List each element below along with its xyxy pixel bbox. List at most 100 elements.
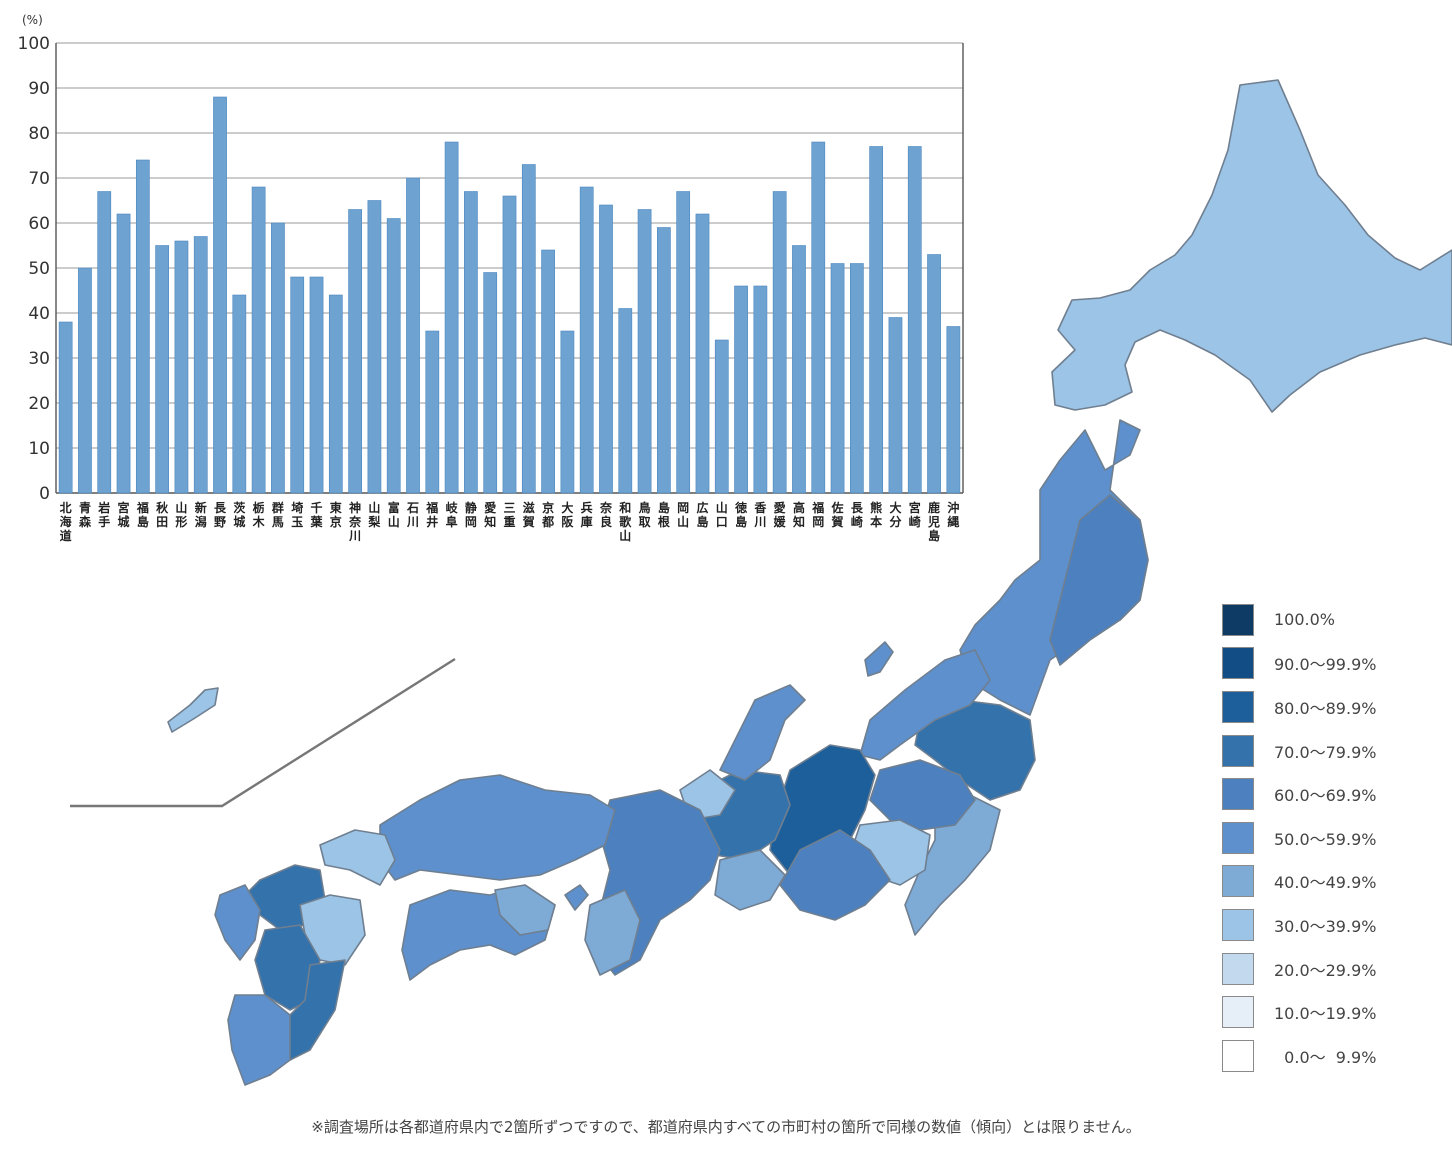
legend-swatch bbox=[1222, 952, 1254, 985]
x-category-label: 香川 bbox=[753, 500, 766, 529]
region-kagoshima bbox=[227, 994, 291, 1086]
bar bbox=[753, 285, 768, 494]
x-category-label: 滋賀 bbox=[522, 500, 535, 529]
x-category-label: 埼玉 bbox=[291, 500, 303, 529]
y-tick-label: 60 bbox=[28, 214, 50, 234]
x-category-label: 山口 bbox=[716, 500, 728, 529]
bar bbox=[676, 191, 691, 494]
legend-swatch bbox=[1222, 996, 1254, 1029]
x-category-label: 神奈川 bbox=[348, 500, 362, 543]
x-category-label: 鹿児島 bbox=[927, 500, 940, 543]
legend-label: 80.0～89.9% bbox=[1274, 698, 1377, 718]
y-tick-label: 30 bbox=[28, 349, 50, 369]
bar bbox=[271, 222, 285, 494]
x-category-label: 富山 bbox=[388, 500, 400, 529]
x-category-label: 京都 bbox=[541, 500, 554, 529]
bar bbox=[78, 267, 92, 494]
bar bbox=[792, 245, 806, 494]
legend-label: 70.0～79.9% bbox=[1274, 742, 1377, 762]
legend-item: 100.0% bbox=[1222, 598, 1376, 642]
bar bbox=[502, 195, 517, 494]
footnote: ※調査場所は各都道府県内で2箇所ずつですので、都道府県内すべての市町村の箇所で同… bbox=[311, 1118, 1141, 1136]
legend-item: 30.0～39.9% bbox=[1222, 903, 1376, 947]
legend-label: 50.0～59.9% bbox=[1274, 829, 1377, 849]
bar bbox=[174, 240, 189, 494]
y-tick-label: 90 bbox=[28, 79, 50, 99]
bar bbox=[193, 236, 208, 494]
x-category-label: 佐賀 bbox=[831, 500, 844, 529]
x-category-label: 鳥取 bbox=[639, 500, 651, 529]
y-tick-label: 80 bbox=[28, 124, 50, 144]
bar bbox=[830, 263, 845, 494]
bar bbox=[58, 321, 73, 494]
x-category-label: 岐阜 bbox=[446, 500, 459, 529]
bar bbox=[213, 96, 227, 494]
x-category-label: 青森 bbox=[79, 500, 92, 529]
legend-label: 20.0～29.9% bbox=[1274, 960, 1377, 980]
x-category-label: 岡山 bbox=[677, 501, 689, 529]
legend-swatch bbox=[1222, 778, 1254, 811]
legend-label: 60.0～69.9% bbox=[1274, 786, 1377, 806]
y-tick-label: 40 bbox=[28, 304, 50, 324]
legend-swatch bbox=[1222, 865, 1254, 898]
bar bbox=[714, 339, 729, 494]
legend-item: 20.0～29.9% bbox=[1222, 947, 1376, 991]
x-category-label: 三重 bbox=[503, 501, 515, 529]
bar-chart: (%) 0 10 20 30 40 50 60 70 80 90 100 北海道青森岩手宮城福島秋田… bbox=[18, 13, 964, 543]
bar bbox=[97, 191, 112, 494]
bar bbox=[406, 177, 420, 494]
bar bbox=[425, 330, 440, 494]
bar bbox=[232, 294, 247, 494]
legend-item: 90.0～99.9% bbox=[1222, 642, 1376, 686]
bar bbox=[869, 146, 884, 494]
x-axis-categories: 北海道青森岩手宮城福島秋田山形新潟長野茨城栃木群馬埼玉千葉東京神奈川山梨富山石川… bbox=[60, 500, 960, 543]
region-aichi bbox=[714, 849, 786, 911]
bar bbox=[907, 146, 922, 494]
x-category-label: 広島 bbox=[696, 500, 708, 529]
y-tick-label: 50 bbox=[28, 259, 50, 279]
bar bbox=[483, 272, 498, 494]
bar bbox=[734, 285, 748, 494]
legend-item: 60.0～69.9% bbox=[1222, 772, 1376, 816]
bar bbox=[386, 218, 401, 494]
bar bbox=[811, 141, 826, 494]
bar bbox=[888, 317, 903, 494]
x-category-label: 宮城 bbox=[118, 500, 130, 529]
bar bbox=[850, 263, 864, 494]
bar bbox=[464, 191, 478, 494]
x-category-label: 福岡 bbox=[811, 500, 824, 529]
region-kyushu-west bbox=[214, 884, 261, 961]
bar bbox=[309, 276, 324, 494]
legend-label: 100.0% bbox=[1274, 610, 1336, 630]
y-tick-label: 70 bbox=[28, 169, 50, 189]
bar bbox=[367, 200, 382, 494]
legend-swatch bbox=[1222, 821, 1254, 854]
x-category-label: 長野 bbox=[214, 500, 227, 529]
x-category-label: 山形 bbox=[175, 500, 187, 529]
region-kagawa bbox=[494, 884, 556, 936]
bar bbox=[251, 186, 266, 494]
x-category-label: 徳島 bbox=[734, 500, 747, 529]
bar bbox=[541, 249, 555, 494]
legend-swatch bbox=[1222, 690, 1254, 723]
legend-item: 50.0～59.9% bbox=[1222, 816, 1376, 860]
legend-item: 80.0～89.9% bbox=[1222, 685, 1376, 729]
bar bbox=[328, 294, 343, 494]
bar bbox=[135, 159, 150, 494]
bar bbox=[116, 213, 131, 494]
y-tick-label: 20 bbox=[28, 394, 50, 414]
region-okinawa bbox=[167, 687, 219, 733]
region-kanto-north bbox=[914, 699, 1036, 801]
bar bbox=[657, 227, 671, 494]
bar bbox=[927, 254, 941, 494]
x-category-label: 茨城 bbox=[233, 500, 245, 529]
y-axis-ticks: 0 10 20 30 40 50 60 70 80 90 100 bbox=[18, 34, 50, 504]
x-category-label: 沖縄 bbox=[947, 500, 959, 529]
x-category-label: 大分 bbox=[889, 500, 901, 529]
y-axis-unit-label: (%) bbox=[22, 13, 43, 27]
region-sado bbox=[864, 641, 894, 677]
x-category-label: 高知 bbox=[792, 500, 805, 529]
bar bbox=[521, 164, 536, 494]
legend-label: 90.0～99.9% bbox=[1274, 655, 1377, 675]
